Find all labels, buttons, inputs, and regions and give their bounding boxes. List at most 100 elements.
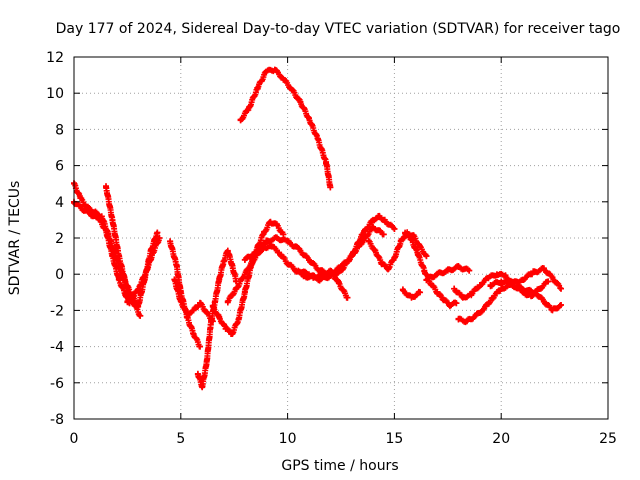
data-point	[451, 285, 458, 292]
data-point	[246, 104, 253, 111]
data-point	[216, 276, 223, 283]
data-point	[137, 282, 144, 289]
data-point	[464, 318, 471, 325]
data-point	[267, 218, 274, 225]
data-point	[487, 282, 494, 289]
data-point	[203, 361, 210, 368]
data-point	[122, 278, 129, 285]
data-point	[399, 287, 406, 294]
data-point	[216, 314, 223, 321]
data-point	[171, 276, 178, 283]
data-point	[241, 271, 248, 278]
data-point	[493, 271, 500, 278]
y-tick-label: 4	[55, 195, 64, 211]
data-point	[476, 282, 483, 289]
data-point	[316, 267, 323, 274]
data-point	[502, 273, 509, 280]
data-point	[233, 285, 240, 292]
series-satellite-track-10	[237, 66, 334, 191]
data-point	[284, 238, 291, 245]
data-point	[190, 307, 197, 314]
data-point	[323, 158, 330, 165]
data-point	[167, 238, 174, 245]
data-point	[150, 249, 157, 256]
data-point	[222, 325, 229, 332]
data-point	[115, 253, 122, 260]
data-point	[229, 262, 236, 269]
data-point	[408, 294, 415, 301]
data-point	[414, 251, 421, 258]
data-point	[408, 236, 415, 243]
data-point	[197, 343, 204, 350]
series-satellite-track-6	[171, 276, 216, 325]
data-point	[540, 298, 547, 305]
plot-frame	[73, 56, 609, 420]
data-point	[241, 289, 248, 296]
data-point	[359, 231, 366, 238]
data-point	[423, 276, 430, 283]
data-point	[545, 278, 552, 285]
data-point	[532, 289, 539, 296]
data-point	[455, 316, 462, 323]
data-point	[536, 285, 543, 292]
data-point	[384, 265, 391, 272]
data-point	[109, 253, 116, 260]
data-point	[143, 267, 150, 274]
x-tick-label: 10	[279, 431, 297, 447]
x-tick-labels: 0 5 10 15 20 25	[70, 431, 617, 447]
data-point	[485, 274, 492, 281]
data-point	[194, 370, 201, 377]
data-point	[453, 300, 460, 307]
y-tick-label: -4	[50, 340, 64, 356]
data-point	[417, 244, 424, 251]
data-point	[348, 253, 355, 260]
data-point	[103, 227, 110, 234]
y-tick-label: 12	[46, 50, 64, 66]
data-point	[365, 238, 372, 245]
data-point	[254, 84, 261, 91]
data-point	[427, 280, 434, 287]
data-point	[211, 298, 218, 305]
y-tick-label: 0	[55, 267, 64, 283]
data-point	[468, 291, 475, 298]
data-point	[335, 280, 342, 287]
data-point	[508, 280, 515, 287]
data-point	[252, 249, 259, 256]
x-tick-label: 20	[492, 431, 510, 447]
y-tick-labels: -8 -6 -4 -2 0 2 4 6 8 10 12	[46, 50, 64, 428]
y-tick-label: 6	[55, 159, 64, 175]
data-point	[209, 303, 216, 310]
chart-title: Day 177 of 2024, Sidereal Day-to-day VTE…	[56, 21, 621, 37]
data-point	[519, 276, 526, 283]
data-point	[263, 68, 270, 75]
data-point	[372, 247, 379, 254]
y-tick-label: -2	[50, 303, 64, 319]
data-point	[397, 238, 404, 245]
data-point	[455, 263, 462, 270]
data-point	[391, 225, 398, 232]
data-point	[295, 245, 302, 252]
data-point	[280, 231, 287, 238]
data-point	[103, 184, 110, 191]
data-point	[207, 321, 214, 328]
data-point	[137, 312, 144, 319]
data-point	[472, 312, 479, 319]
y-tick-label: 2	[55, 231, 64, 247]
data-point	[376, 213, 383, 220]
data-point	[423, 253, 430, 260]
data-point	[297, 99, 304, 106]
data-point	[263, 238, 270, 245]
data-point	[115, 276, 122, 283]
data-point	[382, 218, 389, 225]
data-point	[481, 305, 488, 312]
data-point	[421, 267, 428, 274]
data-point	[305, 256, 312, 263]
data-point	[197, 300, 204, 307]
data-point	[284, 260, 291, 267]
data-point	[184, 311, 191, 318]
data-point	[558, 285, 565, 292]
x-axis-label: GPS time / hours	[281, 458, 398, 474]
data-point	[124, 298, 131, 305]
